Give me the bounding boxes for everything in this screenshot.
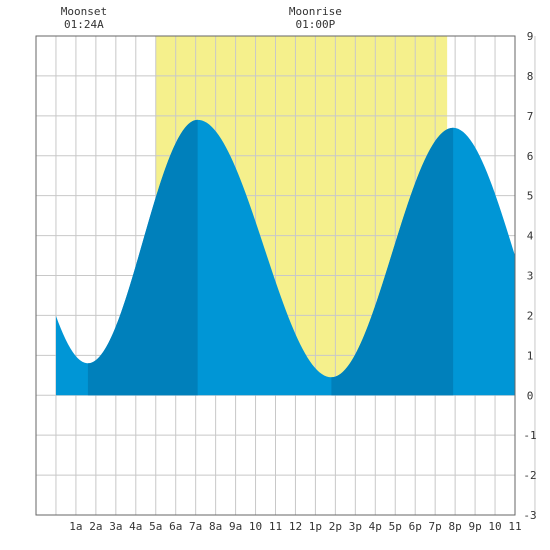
x-tick-label: 10 bbox=[488, 520, 501, 533]
moonrise-label: Moonrise bbox=[289, 5, 342, 18]
x-tick-label: 4p bbox=[369, 520, 382, 533]
y-tick-label: 1 bbox=[527, 349, 534, 362]
x-tick-label: 11 bbox=[269, 520, 282, 533]
x-tick-label: 10 bbox=[249, 520, 262, 533]
x-tick-label: 1a bbox=[69, 520, 82, 533]
y-tick-label: 4 bbox=[527, 230, 534, 243]
header-labels: Moonset 01:24A Moonrise 01:00P bbox=[61, 5, 342, 31]
y-tick-label: -3 bbox=[523, 509, 536, 522]
x-tick-label: 4a bbox=[129, 520, 142, 533]
moonrise-time: 01:00P bbox=[296, 18, 336, 31]
x-tick-label: 8a bbox=[209, 520, 222, 533]
tide-area-rising bbox=[87, 119, 198, 396]
y-tick-label: 3 bbox=[527, 270, 534, 283]
y-tick-label: -1 bbox=[523, 429, 536, 442]
y-tick-label: 5 bbox=[527, 190, 534, 203]
x-tick-label: 12 bbox=[289, 520, 302, 533]
y-tick-label: 0 bbox=[527, 389, 534, 402]
y-tick-label: 6 bbox=[527, 150, 534, 163]
x-tick-label: 11 bbox=[508, 520, 521, 533]
x-tick-label: 9p bbox=[468, 520, 481, 533]
tide-area-rising bbox=[331, 127, 454, 396]
x-axis: 1a 2a 3a 4a 5a 6a 7a 8a 9a 10 11 12 1p 2p 3p 4p 5p 6p 7p 8p… bbox=[69, 520, 521, 533]
x-tick-label: 7a bbox=[189, 520, 202, 533]
y-tick-label: -2 bbox=[523, 469, 536, 482]
y-tick-label: 2 bbox=[527, 309, 534, 322]
tide-series bbox=[55, 119, 515, 396]
x-tick-label: 9a bbox=[229, 520, 242, 533]
x-tick-label: 1p bbox=[309, 520, 322, 533]
y-tick-label: 8 bbox=[527, 70, 534, 83]
x-tick-label: 2p bbox=[329, 520, 342, 533]
y-axis: -3 -2 -1 0 1 2 3 4 5 6 7 8 9 bbox=[523, 30, 536, 522]
x-tick-label: 5a bbox=[149, 520, 162, 533]
x-tick-label: 5p bbox=[389, 520, 402, 533]
x-tick-label: 3a bbox=[109, 520, 122, 533]
moonset-time: 01:24A bbox=[64, 18, 104, 31]
y-tick-label: 7 bbox=[527, 110, 534, 123]
x-tick-label: 7p bbox=[429, 520, 442, 533]
x-tick-label: 8p bbox=[449, 520, 462, 533]
y-tick-label: 9 bbox=[527, 30, 534, 43]
x-tick-label: 3p bbox=[349, 520, 362, 533]
x-tick-label: 6p bbox=[409, 520, 422, 533]
moonset-label: Moonset bbox=[61, 5, 107, 18]
plot-border bbox=[35, 35, 516, 516]
x-tick-label: 6a bbox=[169, 520, 182, 533]
x-tick-label: 2a bbox=[89, 520, 102, 533]
plot-area bbox=[35, 35, 536, 516]
